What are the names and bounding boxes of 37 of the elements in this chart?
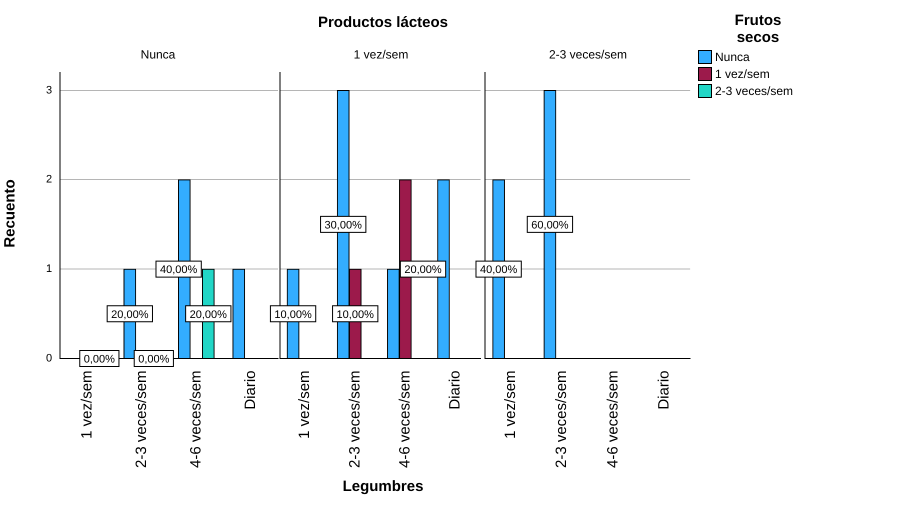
- y-tick-label: 2: [46, 174, 52, 186]
- x-tick-label: Diario: [656, 370, 673, 410]
- chart-subtitle: 2-3 veces/sem: [548, 48, 628, 62]
- legend-label: 1 vez/sem: [715, 66, 770, 80]
- legend-label: Nunca: [715, 50, 750, 64]
- chart-subtitle: Nunca: [140, 48, 176, 62]
- legend-label: 2-3 veces/sem: [715, 84, 794, 98]
- annotation: 10,00%: [274, 308, 312, 321]
- x-tick-label: 2-3 veces/sem: [132, 370, 150, 468]
- annotation: 20,00%: [404, 264, 442, 276]
- annotation: 60,00%: [531, 219, 569, 232]
- x-tick-label: 4-6 veces/sem: [187, 370, 204, 468]
- x-tick-label: 2-3 veces/sem: [346, 370, 364, 468]
- y-tick-label: 0: [46, 352, 52, 364]
- x-tick-label: 1 vez/sem: [296, 370, 314, 439]
- x-tick-label: 1 vez/sem: [502, 370, 519, 439]
- x-tick-label: 4-6 veces/sem: [604, 370, 622, 468]
- legend-title: Frutos secos: [734, 12, 782, 46]
- y-axis-title: Recuento: [2, 178, 18, 250]
- annotation: 30,00%: [324, 219, 362, 232]
- y-tick-label: 1: [46, 263, 52, 276]
- x-tick-label: Diario: [242, 370, 259, 410]
- x-tick-label: 2-3 veces/sem: [553, 370, 570, 468]
- annotation: 20,00%: [190, 308, 228, 321]
- x-axis-title: Legumbres: [342, 478, 424, 495]
- chart-subtitle: 1 vez/sem: [354, 48, 408, 62]
- chart-title: Productos lácteos: [316, 14, 450, 31]
- annotation: 0,00%: [138, 353, 170, 366]
- annotation: 0,00%: [84, 353, 116, 366]
- y-tick-label: 3: [46, 84, 52, 96]
- x-tick-label: Diario: [446, 370, 464, 410]
- annotation: 10,00%: [336, 308, 374, 321]
- x-tick-label: 1 vez/sem: [78, 370, 96, 439]
- x-tick-label: 4-6 veces/sem: [396, 370, 414, 468]
- annotation: 20,00%: [111, 308, 149, 321]
- annotation: 40,00%: [160, 264, 198, 276]
- annotation: 40,00%: [480, 264, 518, 276]
